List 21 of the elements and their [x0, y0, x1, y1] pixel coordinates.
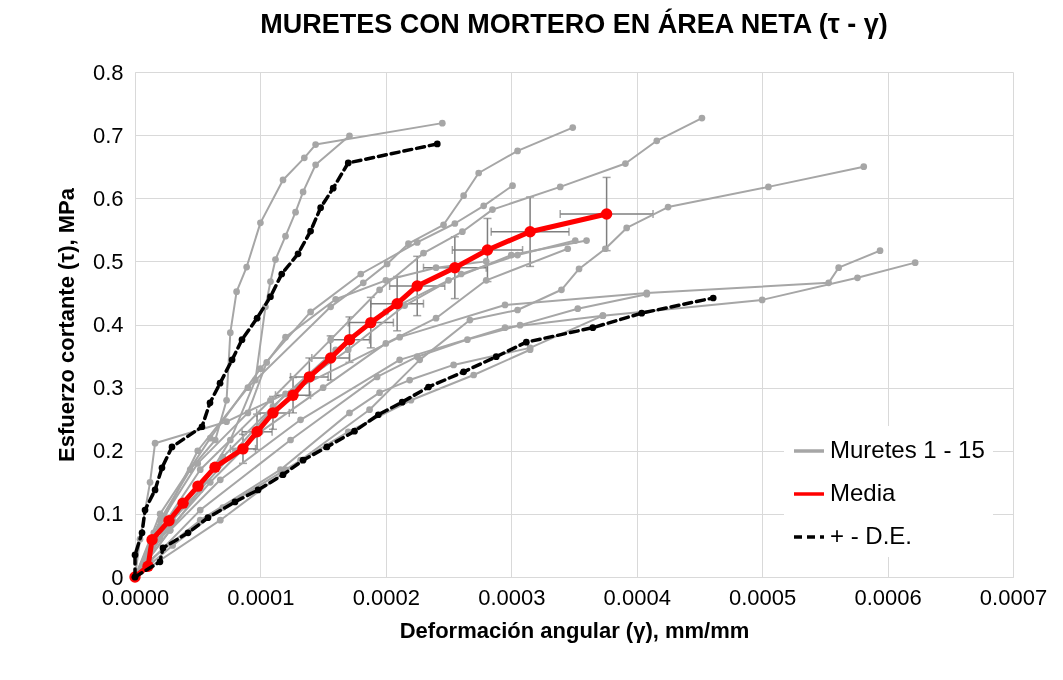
x-tick-label: 0.0003 — [478, 584, 546, 610]
y-tick-label: 0.2 — [92, 438, 124, 464]
y-tick-label: 0.1 — [92, 501, 124, 527]
x-tick-label: 0.0005 — [728, 584, 797, 610]
x-tick-label: 0.0001 — [227, 584, 295, 610]
x-tick-label: 0.0007 — [979, 584, 1048, 610]
y-tick-label: 0.5 — [92, 248, 124, 274]
legend-label: Muretes 1 - 15 — [830, 436, 985, 463]
x-tick-label: 0.0006 — [854, 584, 922, 610]
x-tick-label: 0.0004 — [603, 584, 671, 610]
x-axis-title: Deformación angular (γ), mm/mm — [399, 617, 750, 643]
legend-label: Media — [830, 479, 897, 506]
legend-label: + - D.E. — [830, 522, 913, 549]
chart-title: MURETES CON MORTERO EN ÁREA NETA (τ - γ) — [260, 8, 888, 39]
y-axis-title: Esfuerzo cortante (τ), MPa — [53, 187, 79, 462]
y-tick-label: 0.6 — [92, 185, 124, 211]
y-tick-label: 0.8 — [92, 59, 124, 85]
x-tick-label: 0.0002 — [352, 584, 421, 610]
y-tick-label: 0.3 — [92, 375, 124, 401]
y-tick-label: 0.7 — [92, 122, 124, 148]
y-tick-label: 0.4 — [92, 312, 124, 337]
